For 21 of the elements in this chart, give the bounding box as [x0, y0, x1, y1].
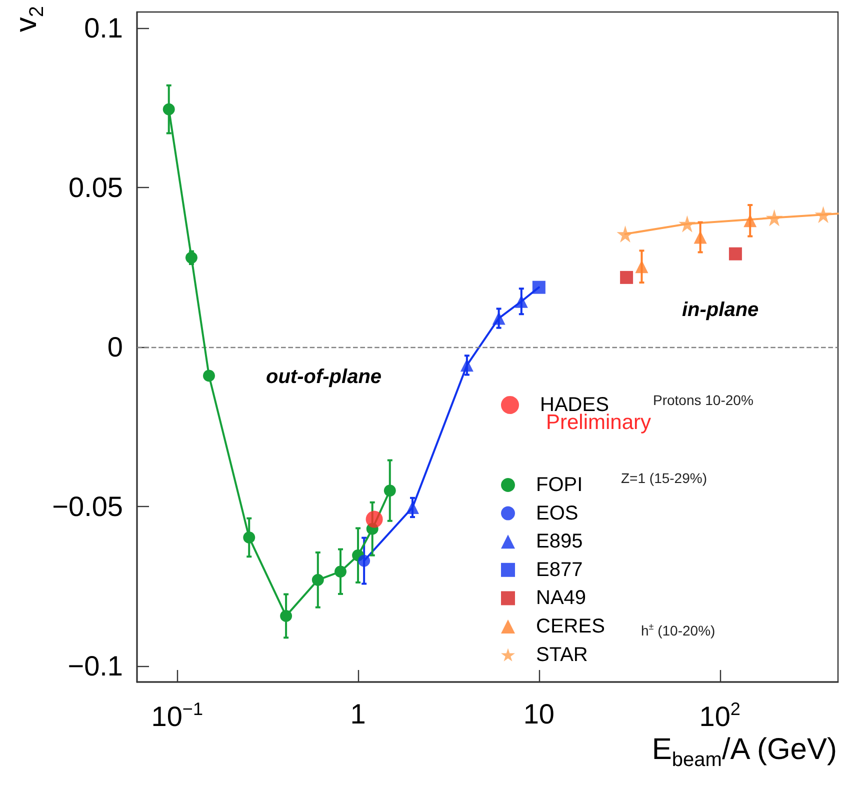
y-tick-label: 0.05	[68, 172, 123, 203]
y-tick-label: 0	[107, 332, 123, 362]
legend-label: E877	[536, 558, 583, 581]
x-tick-label: 1	[350, 698, 366, 730]
legend-label: FOPI	[536, 474, 583, 496]
y-tick-label: −0.05	[52, 491, 123, 522]
y-tick-label: −0.1	[68, 650, 123, 682]
annotation: in-plane	[682, 299, 759, 321]
legend-label: CERES	[536, 616, 605, 638]
annotation: h± (10-20%)	[641, 622, 716, 638]
legend-label: NA49	[536, 587, 586, 610]
legend-label: STAR	[536, 644, 588, 666]
annotation: Preliminary	[546, 411, 652, 434]
legend-label: EOS	[536, 502, 578, 524]
legend-label: E895	[536, 530, 583, 553]
x-axis-title: E$_{beam}$/A (GeV)	[652, 733, 837, 771]
annotation: Protons 10-20%	[653, 392, 754, 408]
y-tick-label: 0.1	[84, 12, 123, 44]
x-tick-label: 10	[523, 698, 555, 730]
annotation: out-of-plane	[266, 366, 382, 388]
annotation: Z=1 (15-29%)	[621, 470, 707, 486]
